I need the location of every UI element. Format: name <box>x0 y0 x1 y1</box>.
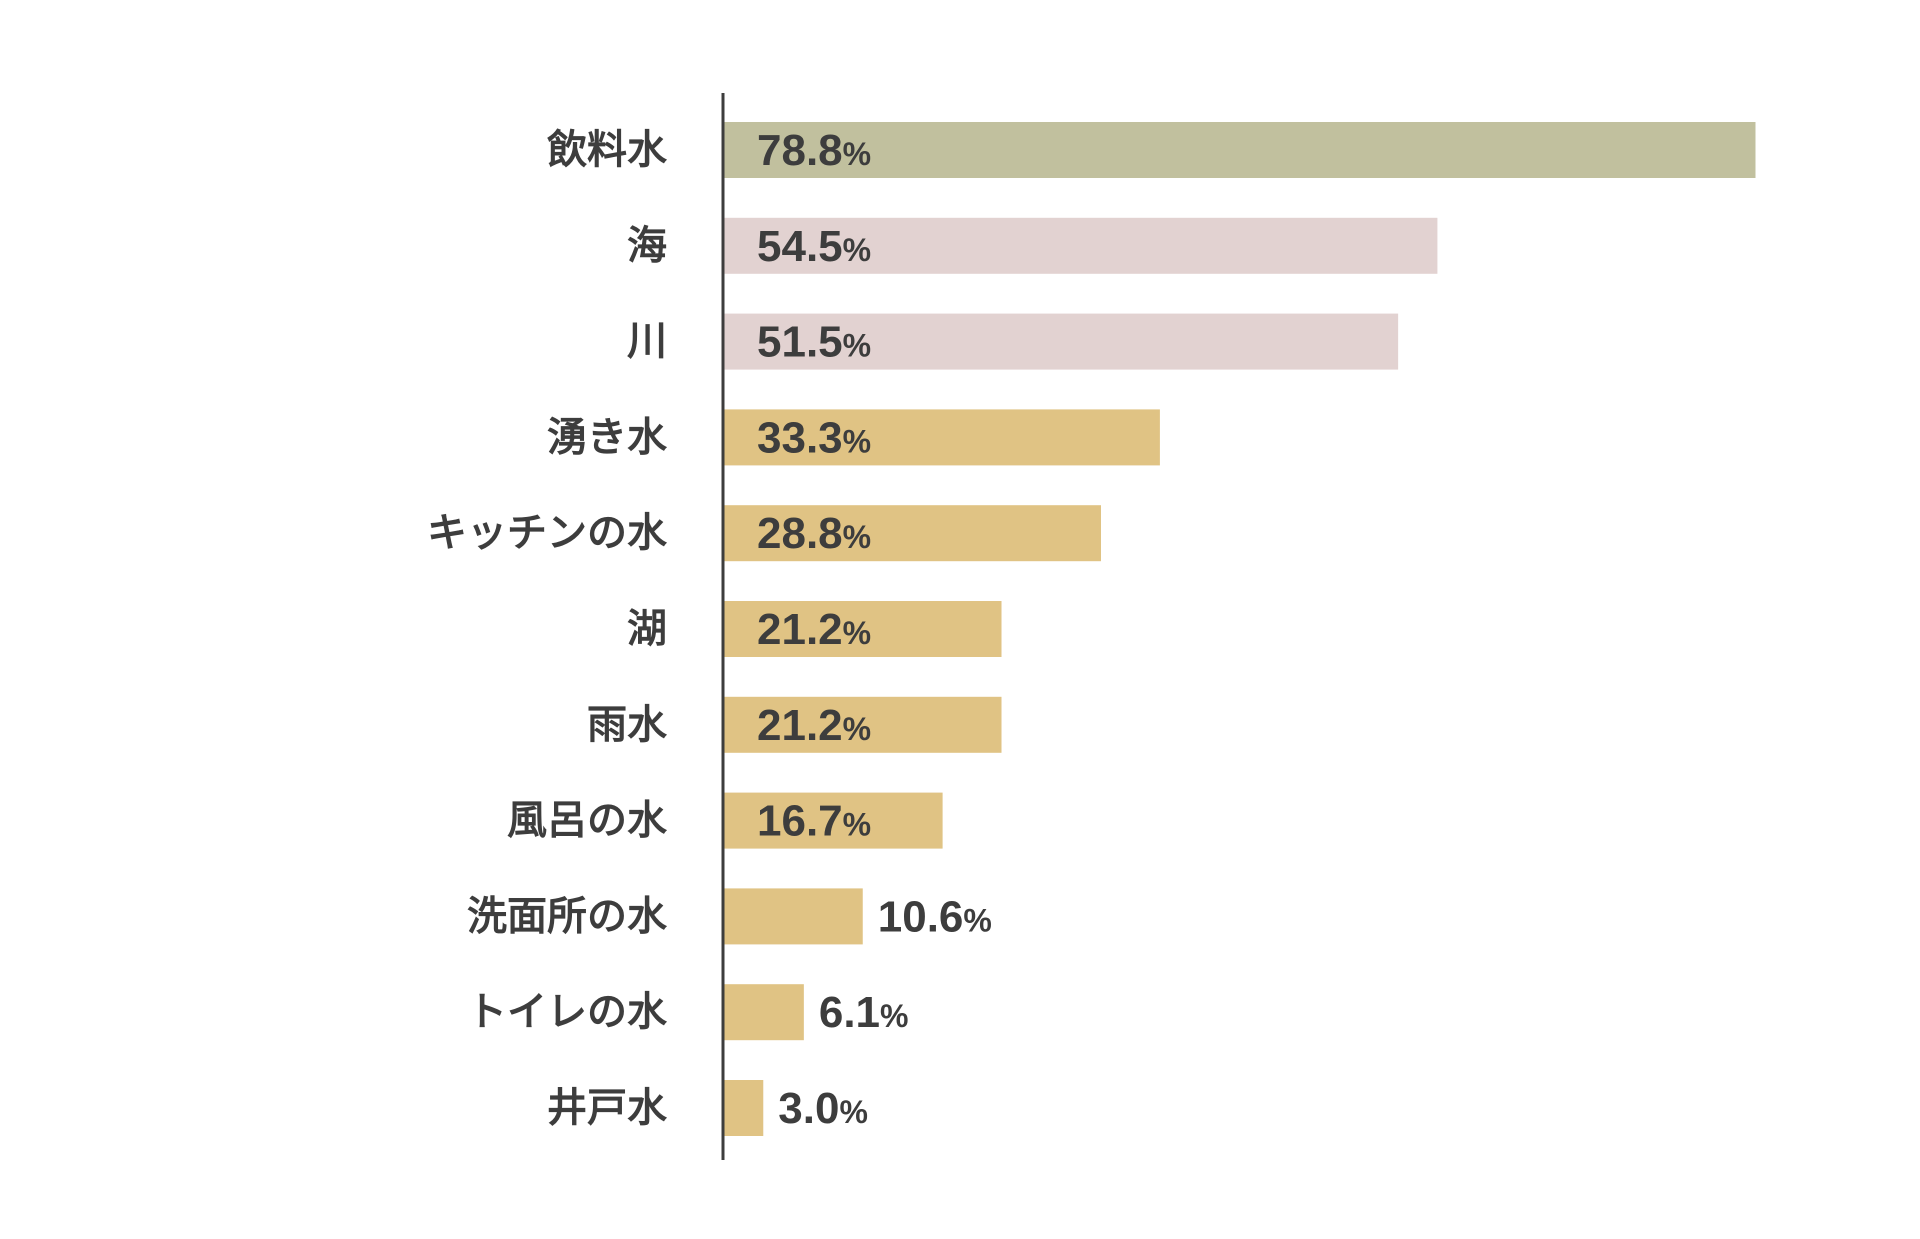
value-number: 21.2 <box>757 701 843 750</box>
category-label-6: 湖 <box>627 606 667 652</box>
category-label-10: トイレの水 <box>467 989 668 1035</box>
value-label-3: 51.5% <box>757 318 871 367</box>
category-label-1: 飲料水 <box>547 127 668 173</box>
value-number: 54.5 <box>757 222 843 271</box>
value-unit: % <box>963 902 991 938</box>
bar-6 <box>724 601 1002 657</box>
value-label-6: 21.2% <box>757 605 871 654</box>
category-label-8: 風呂の水 <box>507 798 668 844</box>
bar-3 <box>724 313 1399 370</box>
bar-8 <box>724 792 943 849</box>
value-number: 33.3 <box>757 413 843 462</box>
bar-4 <box>724 409 1160 466</box>
value-unit: % <box>843 519 871 555</box>
bar-5 <box>724 505 1101 562</box>
value-number: 28.8 <box>757 509 843 558</box>
value-number: 10.6 <box>878 892 964 941</box>
value-unit: % <box>843 807 871 843</box>
value-label-9: 10.6% <box>878 892 992 941</box>
value-unit: % <box>843 615 871 651</box>
value-label-11: 3.0% <box>778 1084 868 1133</box>
value-label-10: 6.1% <box>819 988 909 1037</box>
value-label-1: 78.8% <box>757 126 871 175</box>
category-label-7: 雨水 <box>587 702 668 748</box>
value-unit: % <box>839 1094 867 1130</box>
value-unit: % <box>843 136 871 172</box>
labels-layer: 飲料水 78.8% 海 54.5% 川 51.5% 湧き水 33.3% キッチンの水 28.8% 湖… <box>427 126 992 1133</box>
value-number: 16.7 <box>757 797 843 846</box>
category-label-4: 湧き水 <box>547 414 668 460</box>
value-unit: % <box>843 232 871 268</box>
value-number: 3.0 <box>778 1084 839 1133</box>
value-label-7: 21.2% <box>757 701 871 750</box>
bar-7 <box>724 696 1002 753</box>
category-label-5: キッチンの水 <box>427 510 668 556</box>
category-label-3: 川 <box>627 319 667 365</box>
value-label-5: 28.8% <box>757 509 871 558</box>
category-label-11: 井戸水 <box>547 1085 668 1131</box>
value-label-2: 54.5% <box>757 222 871 271</box>
value-number: 21.2 <box>757 605 843 654</box>
category-label-2: 海 <box>627 223 667 269</box>
bar-10 <box>724 984 804 1041</box>
bar-9 <box>724 888 863 945</box>
category-label-9: 洗面所の水 <box>467 893 668 939</box>
value-number: 51.5 <box>757 318 843 367</box>
bar-1 <box>724 122 1756 178</box>
value-unit: % <box>843 423 871 459</box>
value-unit: % <box>843 711 871 747</box>
value-number: 78.8 <box>757 126 843 175</box>
bars-layer <box>724 122 1756 1136</box>
value-unit: % <box>843 328 871 364</box>
value-unit: % <box>880 998 908 1034</box>
bar-11 <box>724 1080 764 1136</box>
value-label-8: 16.7% <box>757 797 871 846</box>
value-label-4: 33.3% <box>757 413 871 462</box>
value-number: 6.1 <box>819 988 880 1037</box>
bar-2 <box>724 217 1438 274</box>
